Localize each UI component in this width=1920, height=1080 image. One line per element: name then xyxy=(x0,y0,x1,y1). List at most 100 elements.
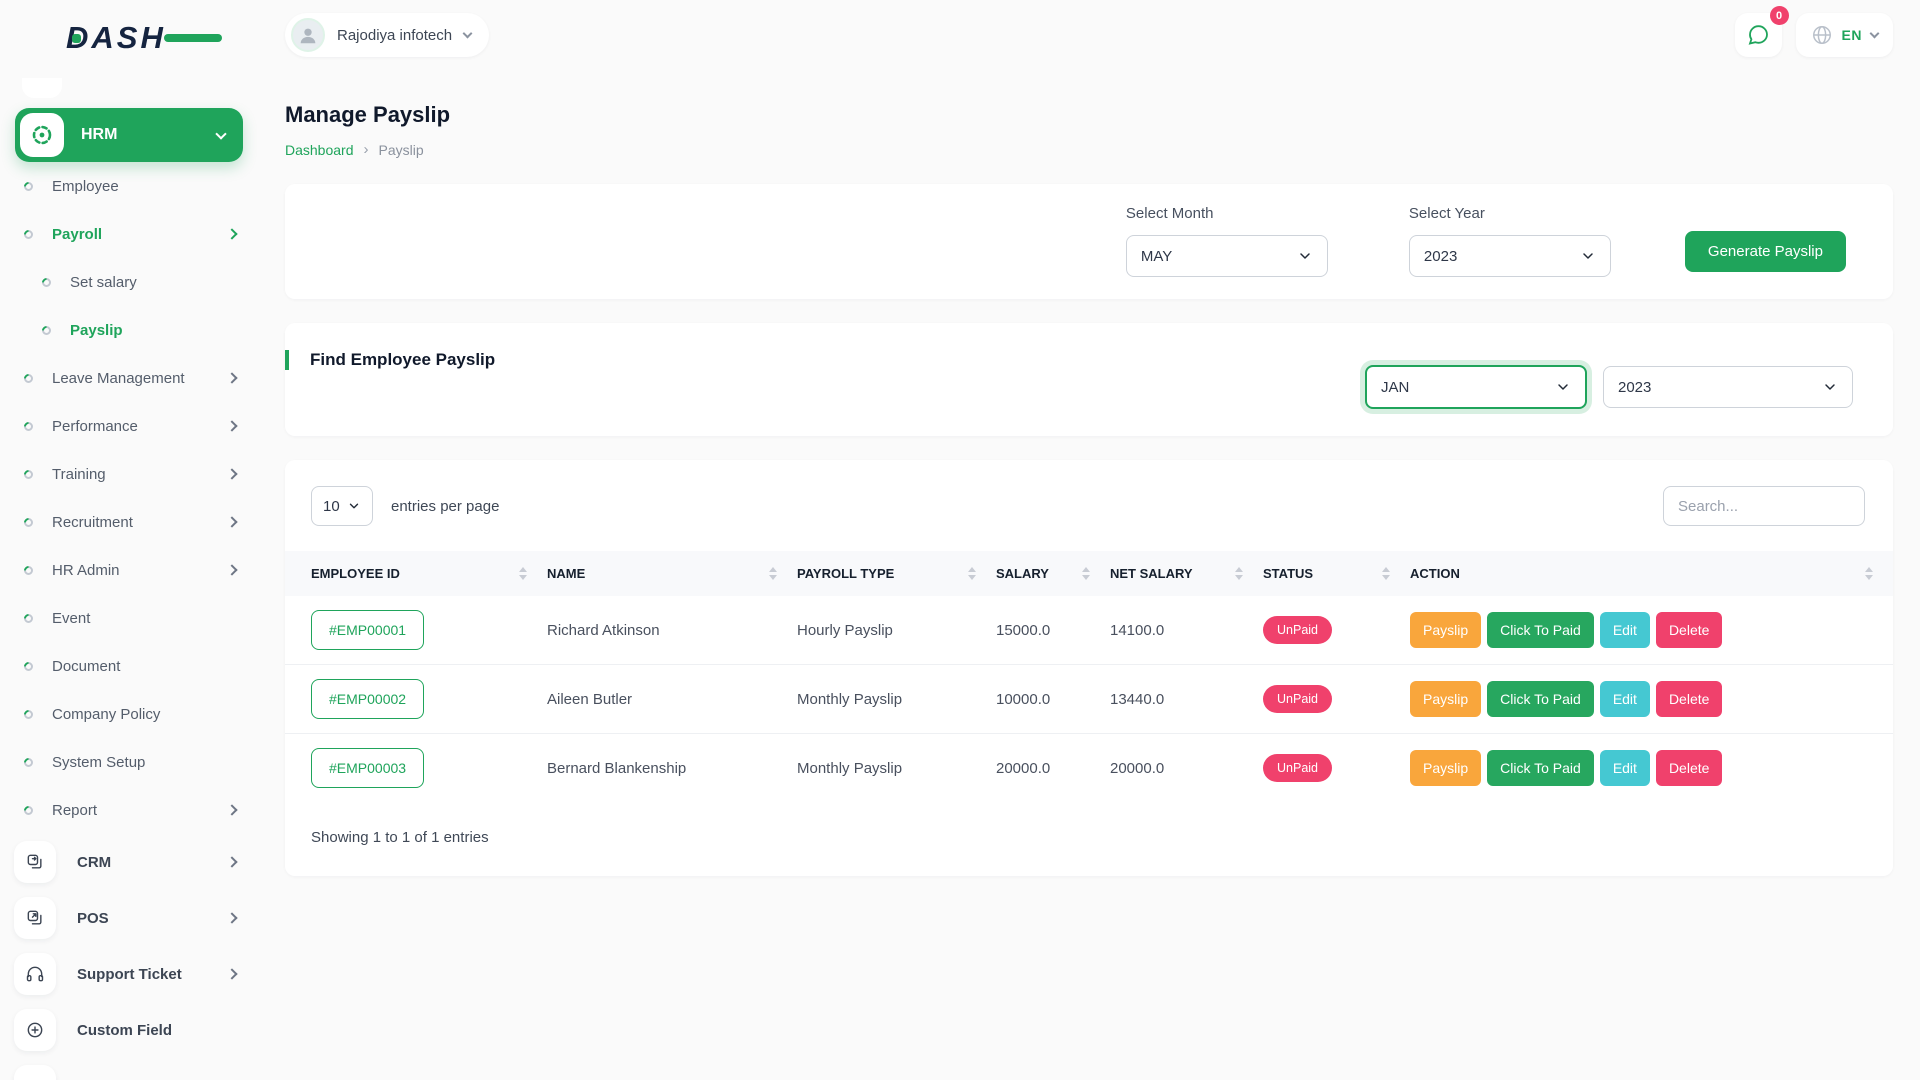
sidebar-item-crm[interactable]: CRM xyxy=(0,834,258,890)
find-year-select[interactable]: 2023 xyxy=(1603,366,1853,408)
edit-button[interactable]: Edit xyxy=(1599,612,1650,648)
page-size-select[interactable]: 10 xyxy=(311,486,373,526)
sidebar-item-payslip[interactable]: Payslip xyxy=(0,306,258,354)
find-filters: JAN 2023 xyxy=(1365,365,1853,409)
click-to-paid-button[interactable]: Click To Paid xyxy=(1487,612,1594,648)
chevron-right-icon xyxy=(226,564,238,576)
payslip-button[interactable]: Payslip xyxy=(1410,750,1482,786)
delete-button[interactable]: Delete xyxy=(1655,612,1723,648)
payslip-button[interactable]: Payslip xyxy=(1410,612,1482,648)
breadcrumb-separator-icon: › xyxy=(363,141,369,158)
sidebar-item-custom-field[interactable]: Custom Field xyxy=(0,1002,258,1058)
sidebar-item-recruitment[interactable]: Recruitment xyxy=(0,498,258,546)
sort-icon[interactable] xyxy=(968,567,976,580)
table-row: #EMP00003 Bernard Blankenship Monthly Pa… xyxy=(285,733,1893,802)
sidebar-item-set-salary[interactable]: Set salary xyxy=(0,258,258,306)
delete-button[interactable]: Delete xyxy=(1655,681,1723,717)
sidebar-item-label: Zoom Meeting xyxy=(77,1078,179,1080)
sidebar-item-label: Support Ticket xyxy=(77,965,182,983)
salary-value: 15000.0 xyxy=(996,621,1051,639)
sidebar-item-company-policy[interactable]: Company Policy xyxy=(0,690,258,738)
find-payslip-title: Find Employee Payslip xyxy=(285,350,495,370)
bullet-icon xyxy=(22,707,35,721)
sidebar-item-label: Employee xyxy=(52,177,119,195)
topbar: Rajodiya infotech 0 EN xyxy=(285,6,1893,58)
payslip-button[interactable]: Payslip xyxy=(1410,681,1482,717)
chevron-down-icon xyxy=(215,127,227,140)
messages-button[interactable]: 0 xyxy=(1734,6,1789,57)
column-header-action[interactable]: ACTION xyxy=(1400,551,1893,596)
chevron-down-icon xyxy=(349,503,359,509)
sidebar-item-system-setup[interactable]: System Setup xyxy=(0,738,258,786)
sidebar-item-label: Payroll xyxy=(52,225,103,243)
sidebar-item-label: Document xyxy=(52,657,121,675)
column-header-status[interactable]: STATUS xyxy=(1253,551,1400,596)
generate-payslip-button[interactable]: Generate Payslip xyxy=(1684,231,1846,272)
chevron-right-icon xyxy=(226,228,238,240)
sidebar-item-payroll[interactable]: Payroll xyxy=(0,210,258,258)
sidebar-nav: Employee Payroll Set salary Payslip Leav… xyxy=(0,162,258,1080)
column-header-employee-id[interactable]: EMPLOYEE ID xyxy=(285,551,537,596)
click-to-paid-button[interactable]: Click To Paid xyxy=(1487,750,1594,786)
sidebar-item-training[interactable]: Training xyxy=(0,450,258,498)
sort-icon[interactable] xyxy=(1382,567,1390,580)
sidebar-item-hrm[interactable]: HRM xyxy=(15,108,243,162)
generate-month-select[interactable]: MAY xyxy=(1125,235,1328,277)
sidebar-item-label: Training xyxy=(52,465,106,483)
bullet-icon xyxy=(40,323,53,337)
sidebar-item-performance[interactable]: Performance xyxy=(0,402,258,450)
sort-icon[interactable] xyxy=(519,567,527,580)
employee-id-button[interactable]: #EMP00002 xyxy=(311,679,425,719)
column-header-salary[interactable]: SALARY xyxy=(986,551,1100,596)
sort-icon[interactable] xyxy=(1082,567,1090,580)
sidebar-item-report[interactable]: Report xyxy=(0,786,258,834)
language-selector[interactable]: EN xyxy=(1795,13,1893,57)
brand-logo[interactable]: DASH xyxy=(66,16,258,60)
sidebar-item-zoom-meeting[interactable]: Zoom Meeting xyxy=(0,1058,258,1080)
sort-icon[interactable] xyxy=(1235,567,1243,580)
find-month-value: JAN xyxy=(1381,378,1410,396)
logo-text: DASH xyxy=(66,20,166,55)
delete-button[interactable]: Delete xyxy=(1655,750,1723,786)
breadcrumb-dashboard-link[interactable]: Dashboard xyxy=(285,141,354,158)
sidebar-item-label: Company Policy xyxy=(52,705,161,723)
net-salary-value: 14100.0 xyxy=(1110,621,1165,639)
search-input[interactable] xyxy=(1663,486,1865,526)
sidebar-item-hr-admin[interactable]: HR Admin xyxy=(0,546,258,594)
select-year-label: Select Year xyxy=(1408,205,1485,222)
company-switcher[interactable]: Rajodiya infotech xyxy=(285,13,490,57)
column-header-name[interactable]: NAME xyxy=(537,551,787,596)
sort-icon[interactable] xyxy=(769,567,777,580)
chevron-right-icon xyxy=(226,968,238,980)
sort-icon[interactable] xyxy=(1865,567,1873,580)
sidebar-item-employee[interactable]: Employee xyxy=(0,162,258,210)
company-name: Rajodiya infotech xyxy=(337,26,453,44)
payroll-type: Hourly Payslip xyxy=(797,621,893,639)
circle-plus-icon xyxy=(14,1009,56,1051)
sidebar-item-support-ticket[interactable]: Support Ticket xyxy=(0,946,258,1002)
chevron-down-icon xyxy=(462,28,473,39)
sidebar-item-leave-management[interactable]: Leave Management xyxy=(0,354,258,402)
employee-id-button[interactable]: #EMP00003 xyxy=(311,748,425,788)
logo-dot-icon xyxy=(72,34,81,43)
edit-button[interactable]: Edit xyxy=(1599,681,1650,717)
hrm-module-icon xyxy=(20,113,64,157)
chevron-right-icon xyxy=(226,804,238,816)
headset-icon xyxy=(14,953,56,995)
bullet-icon xyxy=(22,467,35,481)
bullet-icon xyxy=(22,371,35,385)
employee-name: Bernard Blankenship xyxy=(537,733,787,802)
sidebar-item-pos[interactable]: POS xyxy=(0,890,258,946)
edit-button[interactable]: Edit xyxy=(1599,750,1650,786)
sidebar-item-document[interactable]: Document xyxy=(0,642,258,690)
sidebar-item-label: Report xyxy=(52,801,98,819)
click-to-paid-button[interactable]: Click To Paid xyxy=(1487,681,1594,717)
employee-id-button[interactable]: #EMP00001 xyxy=(311,610,425,650)
chevron-right-icon xyxy=(226,372,238,384)
column-header-payroll-type[interactable]: PAYROLL TYPE xyxy=(787,551,986,596)
find-month-select[interactable]: JAN xyxy=(1365,365,1587,409)
column-header-net-salary[interactable]: NET SALARY xyxy=(1100,551,1253,596)
generate-year-select[interactable]: 2023 xyxy=(1408,235,1611,277)
sidebar-item-event[interactable]: Event xyxy=(0,594,258,642)
